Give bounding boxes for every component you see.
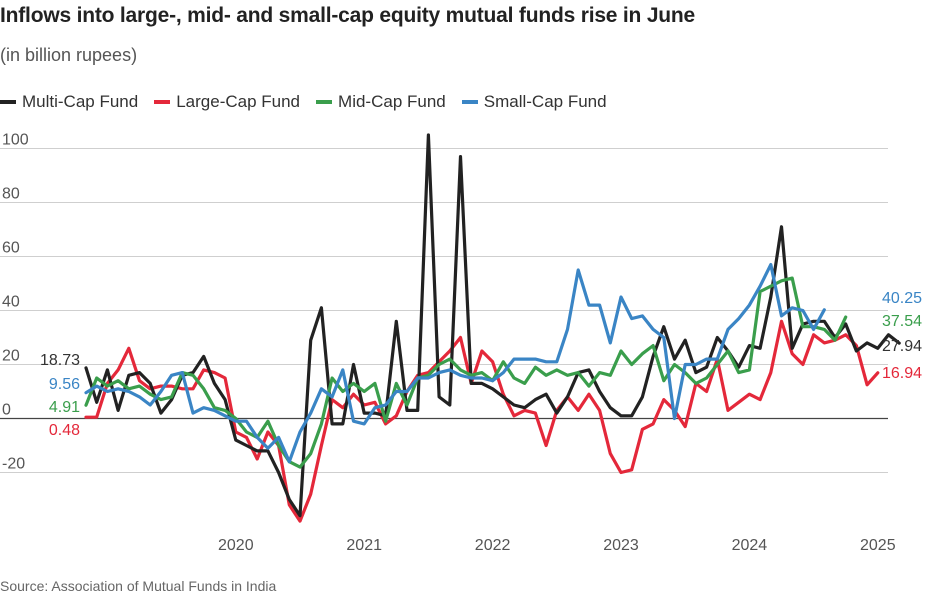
y-tick-label: 80 — [2, 186, 20, 203]
y-tick-label: 40 — [2, 294, 20, 311]
legend-swatch-multi-cap — [0, 100, 16, 104]
legend-swatch-mid-cap — [316, 100, 333, 104]
x-tick-label: 2024 — [732, 537, 768, 554]
end-label-3: 40.25 — [882, 290, 922, 307]
start-label-0: 18.73 — [40, 352, 80, 369]
x-tick-label: 2022 — [475, 537, 511, 554]
y-tick-label: -20 — [2, 456, 25, 473]
chart-subtitle: (in billion rupees) — [0, 45, 138, 65]
legend-item-mid-cap: Mid-Cap Fund — [316, 92, 446, 112]
end-label-0: 27.94 — [882, 338, 922, 355]
legend-label-multi-cap: Multi-Cap Fund — [22, 92, 139, 111]
chart-title: Inflows into large-, mid- and small-cap … — [0, 4, 696, 27]
series-line-large-cap-fund — [84, 319, 880, 523]
start-label-1: 0.48 — [49, 422, 80, 439]
start-label-3: 9.56 — [49, 376, 80, 393]
x-tick-label: 2020 — [218, 537, 254, 554]
legend: Multi-Cap Fund Large-Cap Fund Mid-Cap Fu… — [0, 92, 623, 112]
end-label-2: 37.54 — [882, 313, 922, 330]
series-line-mid-cap-fund — [84, 276, 848, 469]
legend-swatch-large-cap — [154, 100, 171, 104]
legend-item-small-cap: Small-Cap Fund — [461, 92, 607, 112]
y-tick-label: 100 — [2, 132, 29, 149]
y-tick-label: 20 — [2, 348, 20, 365]
source-note: Source: Association of Mutual Funds in I… — [0, 578, 277, 594]
end-label-1: 16.94 — [882, 365, 922, 382]
y-tick-label: 0 — [2, 402, 11, 419]
legend-item-multi-cap: Multi-Cap Fund — [0, 92, 138, 112]
legend-swatch-small-cap — [461, 100, 478, 104]
start-label-2: 4.91 — [49, 399, 80, 416]
legend-label-small-cap: Small-Cap Fund — [483, 92, 607, 111]
y-tick-label: 60 — [2, 240, 20, 257]
legend-label-large-cap: Large-Cap Fund — [176, 92, 301, 111]
series-line-multi-cap-fund — [84, 133, 901, 518]
series-line-small-cap-fund — [84, 263, 826, 464]
x-tick-label: 2021 — [346, 537, 382, 554]
legend-label-mid-cap: Mid-Cap Fund — [338, 92, 446, 111]
legend-item-large-cap: Large-Cap Fund — [154, 92, 300, 112]
x-tick-label: 2025 — [860, 537, 896, 554]
x-tick-label: 2023 — [603, 537, 639, 554]
